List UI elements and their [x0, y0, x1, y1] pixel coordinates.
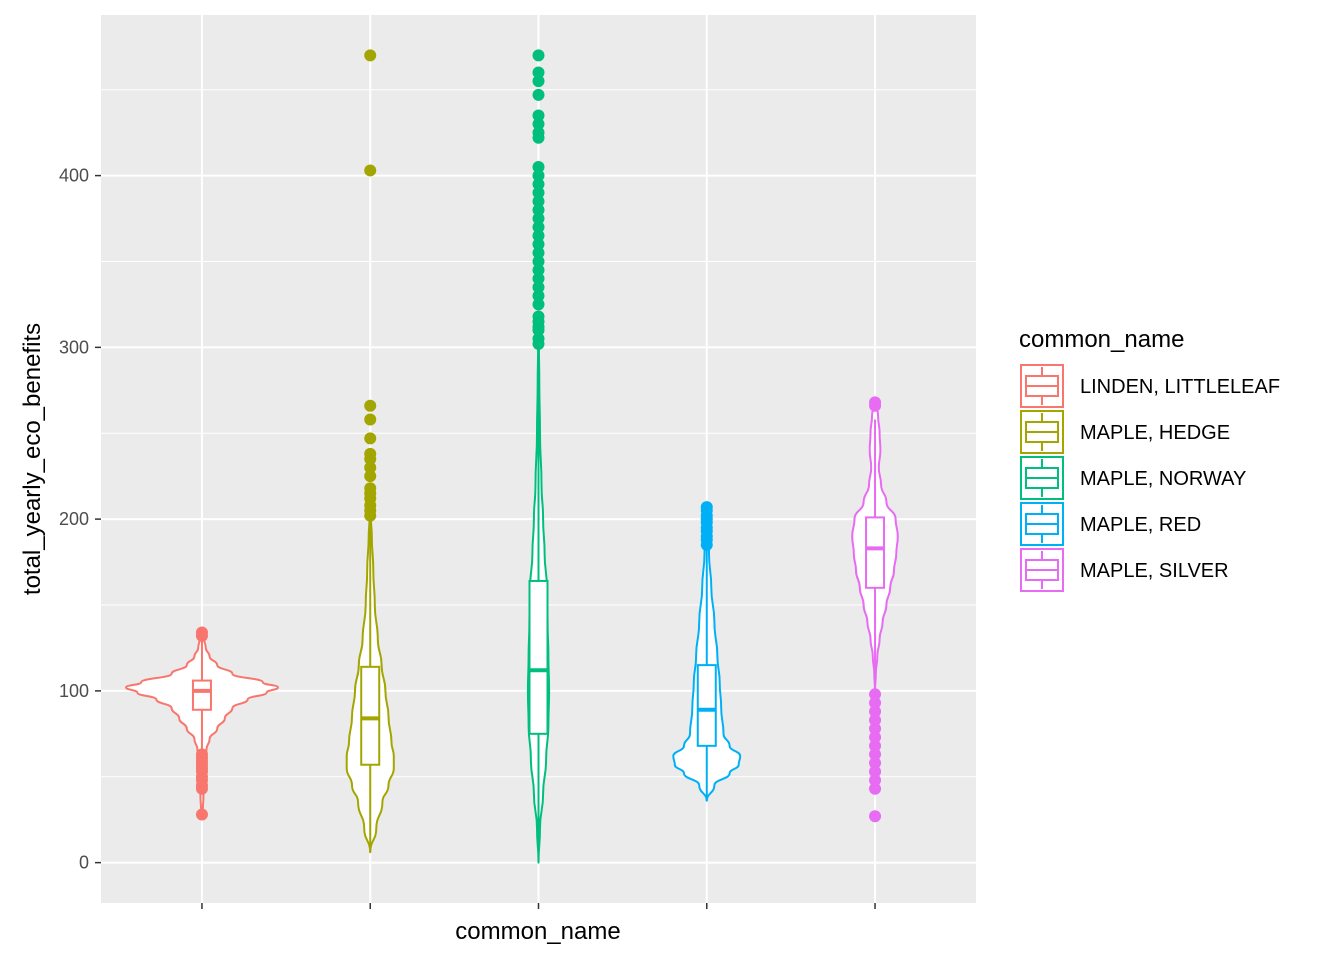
outlier-point — [869, 688, 882, 701]
outlier-point — [532, 229, 545, 242]
outlier-point — [532, 66, 545, 79]
outlier-point — [869, 739, 882, 752]
outlier-point — [869, 396, 882, 409]
outlier-point — [532, 126, 545, 139]
outlier-point — [532, 178, 545, 191]
outlier-point — [364, 164, 377, 177]
outlier-point — [195, 748, 208, 761]
outlier-point — [532, 246, 545, 259]
legend-title: common_name — [1019, 326, 1184, 353]
outlier-point — [532, 195, 545, 208]
outlier-point — [869, 810, 882, 823]
box — [360, 665, 381, 766]
legend-item: LINDEN, LITTLELEAF — [1020, 364, 1280, 408]
legend-item: MAPLE, NORWAY — [1020, 456, 1246, 500]
outlier-point — [532, 169, 545, 182]
outlier-point — [364, 447, 377, 460]
box — [191, 679, 212, 711]
outlier-point — [532, 332, 545, 345]
outlier-point — [532, 255, 545, 268]
outlier-point — [532, 109, 545, 122]
legend-label: MAPLE, SILVER — [1080, 560, 1229, 582]
outlier-point — [532, 238, 545, 251]
y-axis: 0 100 200 300 400 — [59, 166, 876, 909]
x-axis-label: common_name — [455, 918, 620, 945]
y-tick-label: 200 — [59, 509, 89, 529]
outlier-point — [869, 714, 882, 727]
y-tick-label: 0 — [79, 853, 89, 873]
outlier-point — [532, 264, 545, 277]
y-axis-label: total_yearly_eco_benefits — [19, 323, 46, 595]
outlier-point — [869, 731, 882, 744]
legend-item: MAPLE, SILVER — [1020, 548, 1229, 592]
outlier-point — [532, 310, 545, 323]
boxes-layer — [191, 347, 886, 863]
y-tick-label: 100 — [59, 681, 89, 701]
legend: common_name LINDEN, LITTLELEAF MAPLE, HED… — [1019, 326, 1280, 592]
outlier-point — [364, 413, 377, 426]
outlier-point — [869, 748, 882, 761]
outlier-point — [364, 432, 377, 445]
outlier-point — [532, 212, 545, 225]
outlier-point — [532, 49, 545, 62]
y-tick-label: 300 — [59, 337, 89, 357]
outlier-point — [869, 705, 882, 718]
outlier-point — [364, 49, 377, 62]
legend-label: MAPLE, NORWAY — [1080, 468, 1246, 490]
box — [696, 664, 717, 747]
outlier-point — [532, 203, 545, 216]
outlier-point — [700, 501, 713, 514]
outlier-point — [532, 281, 545, 294]
outliers-layer — [195, 49, 882, 823]
outlier-point — [869, 774, 882, 787]
outlier-point — [532, 118, 545, 131]
outlier-point — [364, 470, 377, 483]
legend-label: LINDEN, LITTLELEAF — [1080, 376, 1280, 398]
outlier-point — [532, 161, 545, 174]
outlier-point — [364, 461, 377, 474]
outlier-point — [869, 696, 882, 709]
outlier-point — [532, 272, 545, 285]
y-tick-label: 400 — [59, 166, 89, 186]
outlier-point — [195, 808, 208, 821]
outlier-point — [195, 626, 208, 639]
box — [865, 516, 886, 589]
outlier-point — [364, 482, 377, 495]
outlier-point — [532, 186, 545, 199]
outlier-point — [532, 289, 545, 302]
box — [528, 579, 549, 735]
outlier-point — [869, 757, 882, 770]
legend-label: MAPLE, RED — [1080, 514, 1201, 536]
legend-item: MAPLE, RED — [1020, 502, 1201, 546]
legend-item: MAPLE, HEDGE — [1020, 410, 1230, 454]
outlier-point — [532, 88, 545, 101]
outlier-point — [532, 75, 545, 88]
outlier-point — [532, 298, 545, 311]
legend-label: MAPLE, HEDGE — [1080, 422, 1230, 444]
outlier-point — [532, 221, 545, 234]
outlier-point — [869, 782, 882, 795]
outlier-point — [869, 722, 882, 735]
outlier-point — [869, 765, 882, 778]
outlier-point — [364, 399, 377, 412]
